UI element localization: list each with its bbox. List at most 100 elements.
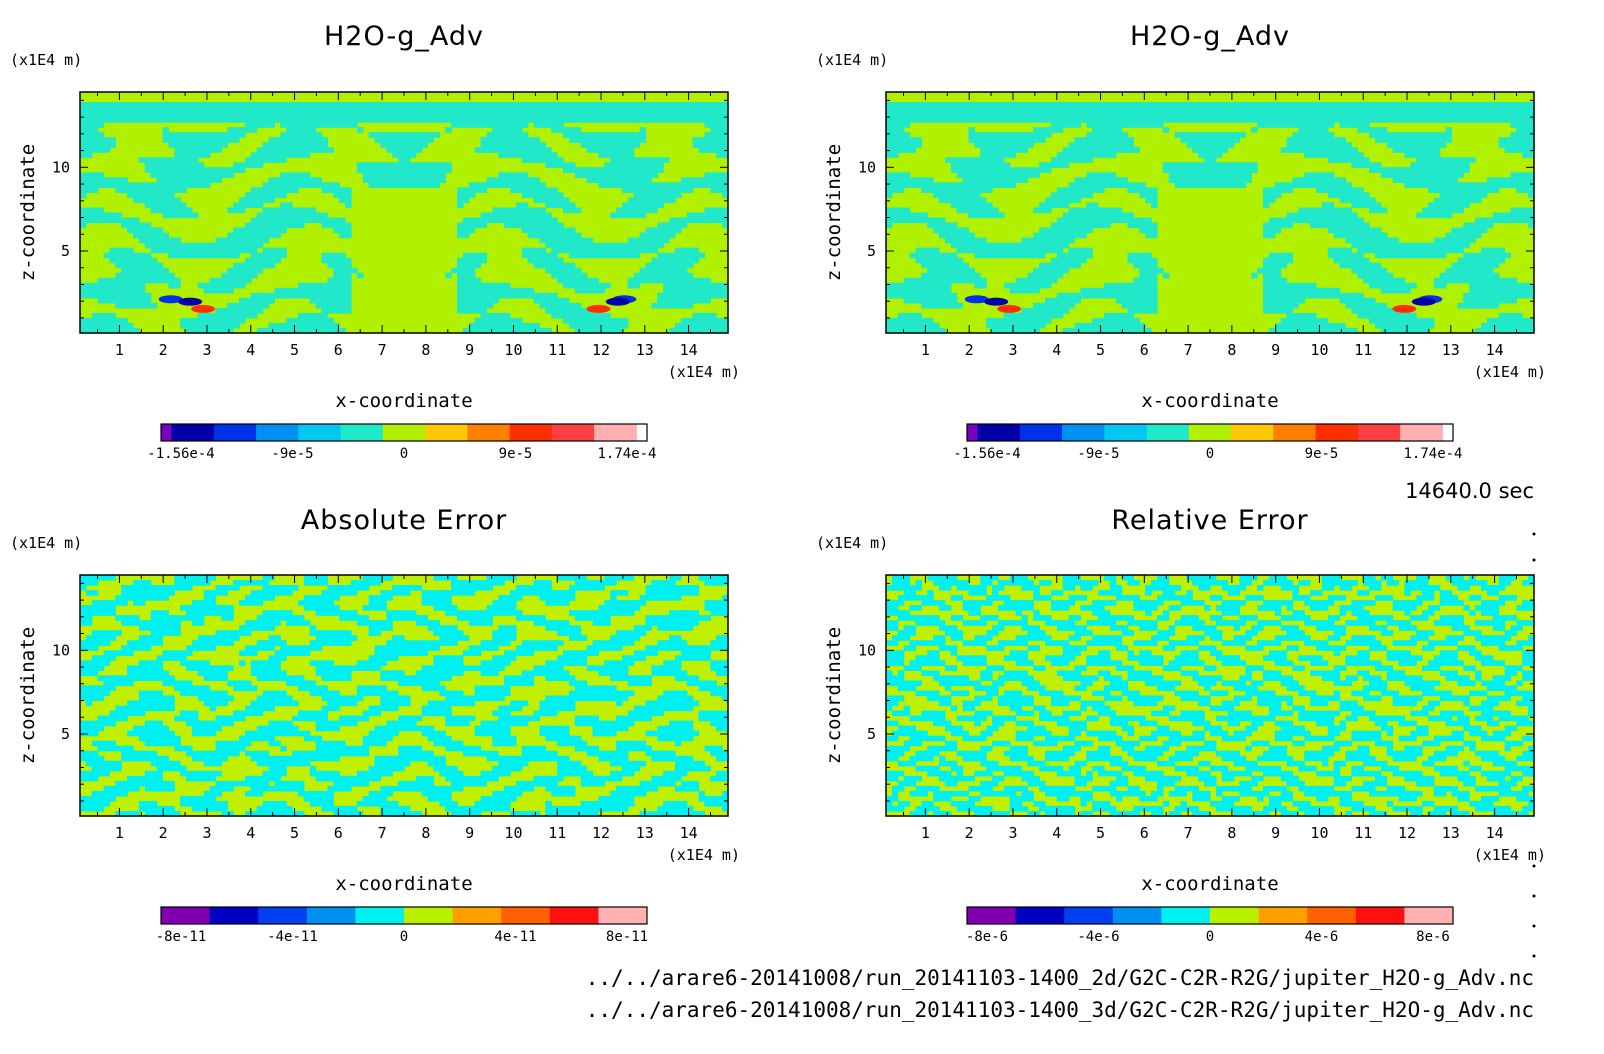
heatmap-cell <box>356 127 364 133</box>
heatmap-cell <box>1245 167 1252 173</box>
heatmap-cell <box>1263 267 1270 274</box>
heatmap-cell <box>85 122 93 128</box>
heatmap-cell <box>568 112 576 118</box>
heatmap-cell <box>680 292 688 299</box>
heatmap-cell <box>1451 237 1459 244</box>
heatmap-cell <box>598 322 605 329</box>
heatmap-cell <box>968 102 975 108</box>
heatmap-cell <box>409 137 417 143</box>
heatmap-cell <box>557 102 564 108</box>
heatmap-cell <box>168 107 175 113</box>
heatmap-cell <box>580 317 588 324</box>
heatmap-cell <box>1086 132 1093 138</box>
heatmap-cell <box>1298 142 1305 148</box>
heatmap-cell <box>956 202 964 209</box>
heatmap-cell <box>386 162 393 168</box>
heatmap-cell <box>486 282 493 289</box>
heatmap-cell <box>221 282 228 289</box>
heatmap-cell <box>962 207 970 214</box>
heatmap-cell <box>1374 232 1382 239</box>
heatmap-cell <box>1463 202 1470 209</box>
heatmap-cell <box>133 117 140 123</box>
heatmap-cell <box>315 327 323 334</box>
heatmap-cell <box>1298 117 1305 123</box>
heatmap-cell <box>568 167 576 173</box>
heatmap-cell <box>1410 142 1417 148</box>
heatmap-cell <box>156 187 164 194</box>
heatmap-cell <box>568 307 576 314</box>
heatmap-cell <box>315 122 323 128</box>
heatmap-cell <box>974 107 981 113</box>
heatmap-cell <box>1504 217 1512 224</box>
heatmap-cell <box>215 102 222 108</box>
heatmap-cell <box>604 102 611 108</box>
heatmap-cell <box>321 322 329 329</box>
heatmap-cell <box>109 252 116 259</box>
heatmap-cell <box>950 182 958 188</box>
heatmap-cell <box>944 282 952 289</box>
heatmap-cell <box>980 202 987 209</box>
heatmap-cell <box>1510 137 1517 143</box>
heatmap-cell <box>521 152 529 158</box>
heatmap-cell <box>1115 137 1123 143</box>
heatmap-cell <box>297 222 305 229</box>
heatmap-cell <box>1416 317 1423 324</box>
heatmap-cell <box>398 102 405 108</box>
heatmap-cell <box>1439 132 1447 138</box>
heatmap-cell <box>1310 122 1317 128</box>
heatmap-cell <box>1321 212 1329 219</box>
heatmap-cell <box>321 137 329 143</box>
heatmap-cell <box>1109 282 1117 289</box>
heatmap-cell <box>604 317 611 324</box>
heatmap-cell <box>962 262 970 269</box>
heatmap-cell <box>156 237 164 244</box>
heatmap-cell <box>1109 217 1117 224</box>
heatmap-cell <box>539 302 546 309</box>
heatmap-cell <box>398 152 405 158</box>
heatmap-cell <box>1050 122 1058 128</box>
heatmap-cell <box>1039 302 1046 309</box>
heatmap-cell <box>610 142 617 148</box>
heatmap-cell <box>1263 302 1270 309</box>
heatmap-cell <box>486 287 493 294</box>
heatmap-cell <box>97 112 105 118</box>
heatmap-cell <box>1174 132 1182 138</box>
heatmap-cell <box>1074 177 1081 183</box>
heatmap-cell <box>457 272 464 279</box>
heatmap-cell <box>1286 287 1294 294</box>
heatmap-cell <box>1056 202 1064 209</box>
heatmap-cell <box>1263 282 1270 289</box>
heatmap-cell <box>209 277 217 284</box>
heatmap-cell <box>533 122 541 128</box>
heatmap-cell <box>986 177 993 183</box>
heatmap-cell <box>1198 162 1205 168</box>
heatmap-cell <box>710 212 717 219</box>
heatmap-cell <box>233 282 240 289</box>
heatmap-cell <box>992 117 999 123</box>
heatmap-cell <box>1445 117 1453 123</box>
heatmap-cell <box>215 167 222 173</box>
heatmap-cell <box>1422 212 1429 219</box>
heatmap-cell <box>527 142 535 148</box>
heatmap-cell <box>404 177 411 183</box>
heatmap-cell <box>1422 242 1429 249</box>
heatmap-cell <box>492 137 499 143</box>
heatmap-cell <box>645 177 653 183</box>
heatmap-cell <box>533 187 541 194</box>
heatmap-cell <box>521 112 529 118</box>
heatmap-cell <box>1310 182 1317 188</box>
heatmap-cell <box>1357 257 1364 264</box>
heatmap-cell <box>1522 107 1529 113</box>
heatmap-cell <box>339 302 346 309</box>
heatmap-cell <box>504 317 511 324</box>
heatmap-cell <box>521 212 529 219</box>
heatmap-cell <box>580 277 588 284</box>
heatmap-cell <box>657 262 664 269</box>
heatmap-cell <box>1357 187 1364 194</box>
heatmap-cell <box>1392 102 1400 108</box>
heatmap-cell <box>1186 107 1193 113</box>
heatmap-cell <box>1021 317 1028 324</box>
heatmap-cell <box>345 307 352 314</box>
heatmap-cell <box>80 192 87 199</box>
heatmap-cell <box>150 107 158 113</box>
